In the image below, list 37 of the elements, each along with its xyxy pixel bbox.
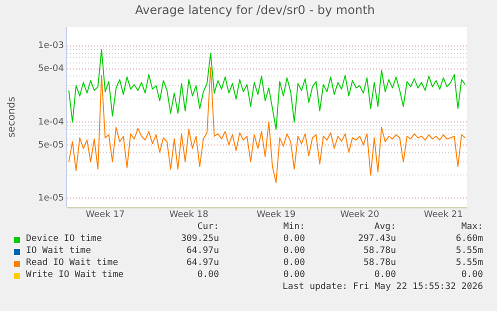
y-tick-label: 1e-05	[38, 193, 64, 204]
y-tick-label: 5e-05	[38, 140, 64, 150]
text: Avg:	[374, 222, 396, 232]
text: 0.00	[461, 270, 483, 280]
text: Cur:	[197, 222, 219, 232]
y-tick-label: 5e-04	[38, 64, 64, 74]
text: 309.25u	[181, 234, 219, 244]
text: Last update: Fri May 22 15:55:32 2026	[282, 282, 483, 292]
text: 5.55m	[456, 246, 483, 256]
legend-label: Read IO Wait time	[26, 258, 118, 268]
chart-title: Average latency for /dev/sr0 - by month	[135, 3, 375, 18]
y-tick-label: 1e-04	[38, 117, 64, 128]
x-tick-label: Week 19	[256, 210, 296, 220]
text: 0.00	[197, 270, 219, 280]
x-tick-label: Week 18	[169, 210, 209, 220]
text: 0.00	[283, 246, 305, 256]
text: 58.78u	[363, 246, 396, 256]
y-axis-title: seconds	[6, 96, 18, 138]
legend-label: IO Wait time	[26, 246, 92, 256]
text: 58.78u	[363, 258, 396, 268]
text: 0.00	[283, 234, 305, 244]
text: 0.00	[374, 270, 396, 280]
legend-label: Device IO time	[26, 234, 102, 244]
legend-label: Write IO Wait time	[26, 270, 124, 280]
text: 6.60m	[456, 234, 483, 244]
text: 297.43u	[358, 234, 396, 244]
text: 5.55m	[456, 258, 483, 268]
text: 0.00	[283, 258, 305, 268]
x-tick-label: Week 21	[424, 210, 463, 220]
text: 0.00	[283, 270, 305, 280]
text: 64.97u	[186, 246, 219, 256]
x-tick-label: Week 17	[86, 210, 125, 220]
x-tick-label: Week 20	[340, 210, 380, 220]
text: Min:	[283, 222, 305, 232]
y-tick-label: 1e-03	[38, 41, 64, 52]
text: 64.97u	[186, 258, 219, 268]
text: Max:	[461, 222, 483, 232]
